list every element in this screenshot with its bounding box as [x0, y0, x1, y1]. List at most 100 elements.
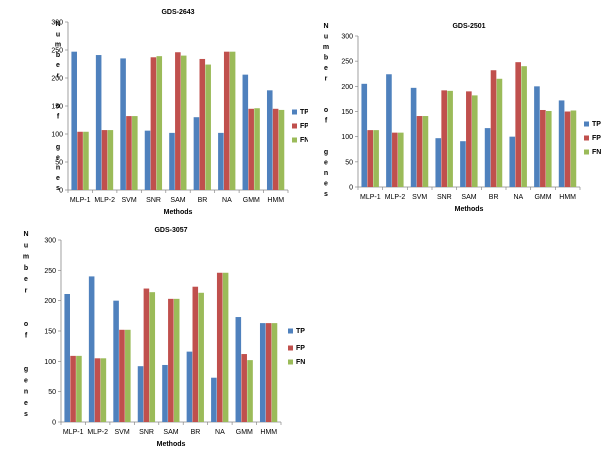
chart-svg: GDS-2501 0 50 100 150 200 250 300 MLP-1 MLP-2 SVM S…: [323, 23, 601, 213]
bar-tp-sam: [162, 364, 168, 422]
bar-fn-na: [222, 272, 229, 422]
y-tick-label: 100: [44, 359, 56, 366]
x-tick-label: NA: [513, 194, 523, 201]
bar-fn-hmm: [271, 323, 278, 422]
y-tick-label: 150: [341, 109, 353, 116]
bar-fn-svm: [132, 116, 138, 190]
legend-label: FP: [592, 135, 601, 142]
y-tick-label: 0: [349, 185, 353, 192]
bar-fn-br: [496, 78, 503, 187]
y-tick-label: 150: [44, 329, 56, 336]
bar-tp-svm: [113, 300, 119, 422]
bar-fp-hmm: [564, 111, 571, 187]
bar-fn-svm: [422, 116, 429, 187]
bar-fp-br: [199, 58, 206, 191]
bar-fp-hmm: [272, 108, 279, 190]
bar-tp-hmm: [558, 100, 565, 187]
x-tick-label: GMM: [243, 197, 260, 204]
bar-tp-br: [186, 351, 193, 422]
bar-fp-na: [515, 62, 521, 187]
bar-tp-gmm: [235, 317, 242, 422]
y-tick-label: 50: [48, 389, 56, 396]
y-tick-label: 300: [51, 20, 63, 27]
bar-fn-mlp-2: [100, 358, 107, 422]
chart-title: GDS-2643: [161, 9, 194, 16]
bar-tp-na: [509, 136, 516, 187]
y-tick-label: 0: [59, 188, 63, 195]
bar-fn-mlp-2: [107, 130, 114, 190]
x-tick-label: SAM: [163, 429, 178, 436]
chart-gds-2643: GDS-2643 0 50 100 150 200 250 300 MLP-1 MLP-2 SVM S…: [8, 4, 309, 219]
y-tick-label: 250: [44, 268, 56, 275]
x-axis-label: Methods: [164, 209, 193, 214]
bar-fp-sam: [168, 298, 174, 422]
bar-fn-snr: [447, 90, 453, 187]
bar-fp-mlp-2: [392, 132, 398, 187]
bar-tp-gmm: [242, 74, 249, 190]
x-tick-label: NA: [222, 197, 232, 204]
bar-tp-svm: [120, 58, 126, 191]
bar-tp-na: [211, 377, 217, 422]
x-tick-label: GMM: [236, 429, 253, 436]
x-tick-label: HMM: [260, 429, 277, 436]
bar-fn-snr: [156, 56, 163, 190]
bar-tp-hmm: [266, 90, 273, 190]
bar-fp-sam: [466, 91, 472, 187]
bar-fp-svm: [126, 116, 132, 190]
x-tick-label: SAM: [170, 197, 185, 204]
legend-label: FN: [592, 149, 601, 156]
bar-fp-gmm: [241, 354, 247, 422]
x-tick-label: SNR: [139, 429, 154, 436]
bar-fn-hmm: [278, 109, 285, 190]
bar-tp-snr: [435, 138, 442, 187]
chart-gds-3057: GDS-3057 0 50 100 150 200 250 300 MLP-1 MLP-2 SVM S…: [8, 226, 308, 471]
bar-fp-snr: [143, 288, 150, 422]
x-tick-label: SAM: [461, 194, 476, 201]
bar-tp-mlp-1: [71, 51, 77, 191]
legend-label: FP: [296, 345, 305, 352]
legend-swatch: [292, 123, 297, 129]
bar-fn-sam: [471, 95, 478, 187]
y-tick-label: 100: [51, 132, 63, 139]
bar-tp-na: [218, 132, 224, 190]
x-tick-label: SVM: [122, 197, 137, 204]
x-tick-label: SNR: [437, 194, 452, 201]
legend-label: TP: [300, 109, 308, 116]
bar-fn-hmm: [570, 110, 577, 187]
legend-label: TP: [296, 328, 305, 335]
bar-fp-hmm: [265, 323, 272, 422]
x-tick-label: MLP-2: [385, 194, 406, 201]
x-axis-label: Methods: [157, 441, 186, 448]
bar-tp-mlp-2: [386, 74, 392, 187]
bar-fp-mlp-1: [367, 130, 373, 187]
x-tick-label: BR: [489, 194, 499, 201]
legend-swatch: [584, 121, 589, 127]
bar-fp-svm: [416, 116, 423, 187]
x-tick-label: SVM: [115, 429, 130, 436]
x-tick-label: MLP-1: [63, 429, 84, 436]
x-tick-label: MLP-1: [70, 197, 91, 204]
bar-fn-na: [521, 66, 527, 187]
x-tick-label: NA: [215, 429, 225, 436]
y-tick-label: 50: [345, 159, 353, 166]
legend-label: FP: [300, 123, 308, 130]
bar-fn-mlp-1: [76, 355, 82, 422]
bar-fp-gmm: [248, 108, 254, 190]
bar-fn-gmm: [247, 360, 253, 422]
bar-fn-sam: [173, 298, 180, 422]
bar-fp-na: [223, 51, 230, 191]
bar-fn-br: [198, 292, 204, 422]
bar-fn-gmm: [545, 110, 552, 187]
bar-tp-sam: [460, 141, 466, 187]
bar-fn-mlp-2: [397, 132, 404, 187]
bar-fp-mlp-2: [101, 130, 108, 190]
bar-fp-mlp-1: [70, 355, 76, 422]
y-tick-label: 250: [51, 48, 63, 55]
bar-fp-svm: [119, 329, 125, 422]
y-tick-label: 250: [341, 59, 353, 66]
y-tick-label: 0: [52, 420, 56, 427]
legend-swatch: [292, 109, 297, 115]
